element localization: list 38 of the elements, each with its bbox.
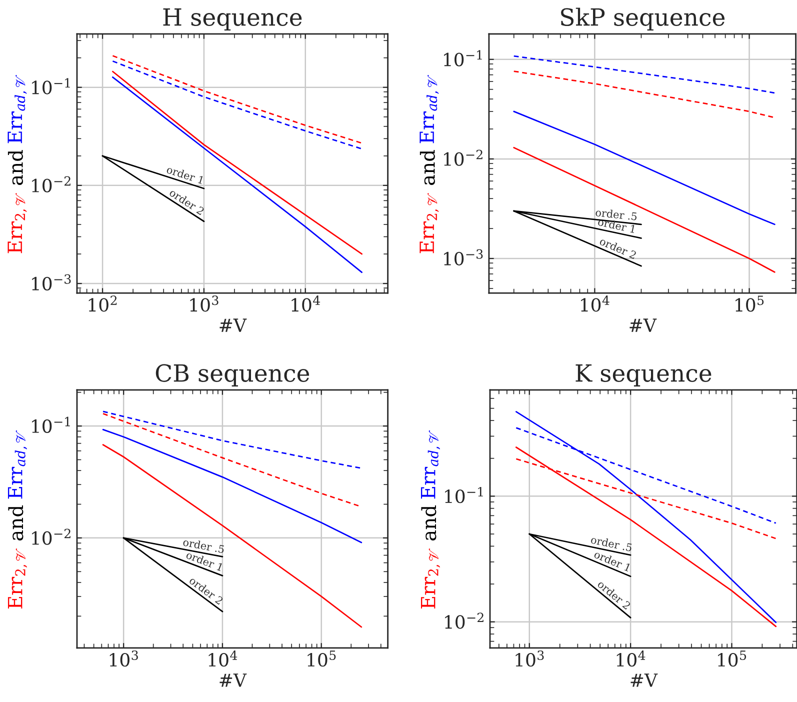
annotation: order 1 xyxy=(166,165,204,184)
x-tick-label: 10$^{4}$ xyxy=(581,296,610,312)
y-axis-title: Err$_{2,𝒱}$ and Err$_{ad,𝒱}$ xyxy=(8,74,27,254)
x-axis-title: #V xyxy=(220,674,247,687)
x-tick-label: 10$^{3}$ xyxy=(110,650,138,667)
y-tick-label: 10$^{−3}$ xyxy=(444,249,483,266)
y-axis-title: Err$_{2,𝒱}$ and Err$_{ad,𝒱}$ xyxy=(420,74,439,254)
chart-title: SkP sequence xyxy=(561,8,725,31)
y-tick-label: 10$^{−3}$ xyxy=(32,274,71,290)
x-axis-title: #V xyxy=(630,674,658,687)
y-tick-label: 10$^{−1}$ xyxy=(445,486,483,504)
y-axis-title: Err$_{2,𝒱}$ and Err$_{ad,𝒱}$ xyxy=(421,430,440,609)
x-tick-label: 10$^{2}$ xyxy=(88,296,117,312)
y-tick-label: 10$^{−2}$ xyxy=(444,150,482,166)
x-tick-label: 10$^{5}$ xyxy=(308,650,336,667)
x-axis-title: #V xyxy=(630,318,657,332)
annotation: order .5 xyxy=(595,208,638,220)
x-tick-label: 10$^{5}$ xyxy=(718,650,746,667)
y-tick-label: 10$^{−2}$ xyxy=(32,176,70,192)
x-tick-label: 10$^{4}$ xyxy=(208,650,238,667)
y-tick-label: 10$^{−2}$ xyxy=(32,528,70,545)
annotation: order .5 xyxy=(590,535,632,552)
chart-title: H sequence xyxy=(163,8,302,31)
x-tick-label: 10$^{4}$ xyxy=(616,650,646,667)
y-tick-label: 10$^{−1}$ xyxy=(32,416,70,434)
y-axis-title: Err$_{2,𝒱}$ and Err$_{ad,𝒱}$ xyxy=(8,430,28,609)
x-tick-label: 10$^{5}$ xyxy=(736,296,764,312)
y-tick-label: 10$^{−1}$ xyxy=(32,78,70,94)
x-axis-title: #V xyxy=(220,318,247,332)
y-tick-label: 10$^{−1}$ xyxy=(444,50,482,66)
annotation: order .5 xyxy=(182,538,225,554)
chart-title: K sequence xyxy=(576,364,712,387)
x-tick-label: 10$^{3}$ xyxy=(516,650,544,667)
y-tick-label: 10$^{−2}$ xyxy=(445,612,484,629)
annotation: order 2 xyxy=(599,236,637,260)
chart-title: CB sequence xyxy=(156,364,310,387)
x-tick-label: 10$^{4}$ xyxy=(292,296,320,312)
x-tick-label: 10$^{3}$ xyxy=(190,296,218,312)
